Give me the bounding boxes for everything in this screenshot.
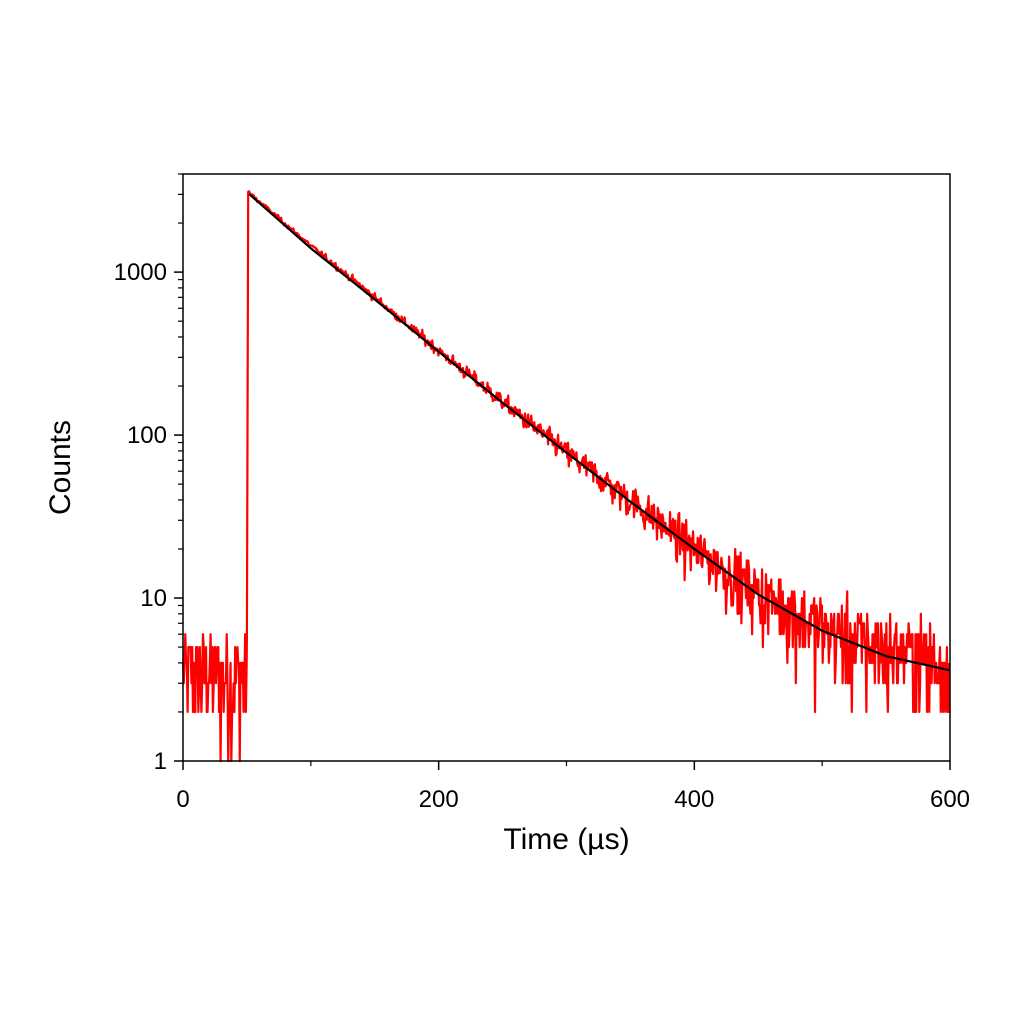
- x-tick-label: 0: [176, 786, 189, 813]
- ticks-layer: 1 10 100 1000 0 200 400 600: [114, 173, 970, 813]
- x-tick-label: 600: [930, 786, 970, 813]
- series-layer: [181, 190, 951, 763]
- y-tick-label: 10: [140, 585, 167, 612]
- y-tick-label: 1: [154, 748, 167, 775]
- x-tick-label: 400: [674, 786, 714, 813]
- x-tick-label: 200: [419, 786, 459, 813]
- x-axis-title: Time (µs): [503, 823, 629, 856]
- y-axis-title: Counts: [44, 420, 77, 515]
- y-tick-label: 1000: [114, 259, 167, 286]
- measured-decay-line: [181, 190, 951, 763]
- y-tick-label: 100: [127, 422, 167, 449]
- fit-curve-line: [248, 193, 951, 672]
